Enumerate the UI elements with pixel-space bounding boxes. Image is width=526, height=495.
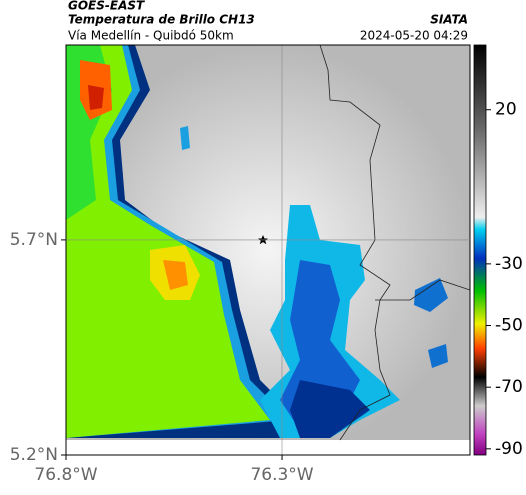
satellite-image — [66, 45, 470, 455]
lat-tick-label: 5.2°N — [10, 445, 58, 465]
lat-tick-label: 5.7°N — [10, 230, 58, 250]
colorbar — [473, 44, 487, 456]
source: SIATA — [430, 13, 468, 27]
map-frame — [65, 44, 471, 456]
subtitle: Temperatura de Brillo CH13 — [68, 13, 255, 27]
colorbar-tick-label: -50 — [495, 316, 523, 336]
colorbar-tick-label: -70 — [495, 377, 523, 397]
lon-tick-label: 76.8°W — [34, 465, 97, 485]
colorbar-tick-label: 20 — [495, 100, 517, 120]
colorbar-tick-label: -30 — [495, 254, 523, 274]
colorbar-tick-label: -90 — [495, 439, 523, 459]
title: GOES-EAST — [68, 0, 145, 13]
datetime: 2024-05-20 04:29 — [360, 29, 468, 43]
lon-tick-label: 76.3°W — [250, 465, 313, 485]
location: Vía Medellín - Quibdó 50km — [68, 29, 234, 43]
